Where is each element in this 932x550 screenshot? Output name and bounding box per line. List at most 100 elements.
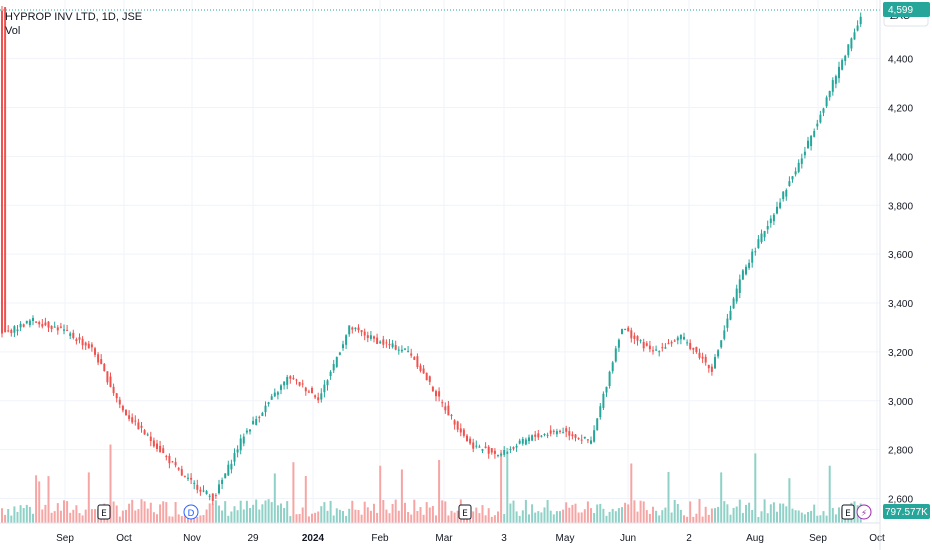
volume-bar — [283, 508, 286, 523]
candle-body — [813, 131, 816, 137]
volume-bar — [382, 500, 385, 523]
earnings-marker[interactable] — [97, 504, 111, 520]
volume-bar — [171, 516, 174, 523]
volume-bar — [335, 508, 338, 523]
volume-bar — [769, 504, 772, 523]
volume-bar — [819, 515, 822, 523]
candle-body — [856, 25, 859, 31]
volume-bar — [400, 469, 403, 523]
volume-bar — [59, 510, 62, 523]
earnings-marker[interactable] — [458, 504, 472, 520]
volume-bar — [506, 447, 509, 523]
candle-body — [785, 190, 788, 197]
candle-body — [450, 414, 453, 416]
candle-body — [748, 262, 751, 268]
candle-body — [50, 325, 53, 329]
candle-body — [506, 452, 509, 454]
volume-bar — [38, 481, 41, 523]
candle-body — [317, 397, 320, 401]
volume-bar — [472, 511, 475, 523]
volume-bar — [376, 512, 379, 523]
price-tick-label: 3,800 — [888, 201, 913, 212]
candle-body — [772, 214, 775, 222]
candle-body — [456, 421, 459, 430]
candle-body — [221, 479, 224, 484]
dividend-marker[interactable] — [183, 504, 199, 520]
candle-body — [162, 448, 165, 453]
volume-bar — [500, 450, 503, 523]
volume-bar — [311, 513, 313, 523]
volume-bar — [822, 511, 825, 523]
volume-bar — [149, 502, 152, 523]
volume-bar — [788, 478, 791, 523]
volume-bar — [726, 504, 729, 523]
candle-body — [614, 348, 617, 362]
candle-body — [779, 202, 782, 208]
candle-body — [692, 348, 695, 350]
volume-bar — [329, 500, 332, 523]
candle-body — [311, 388, 313, 393]
candle-body — [295, 379, 298, 381]
price-tick-label: 3,400 — [888, 299, 913, 310]
event-marker[interactable] — [856, 504, 872, 520]
candle-body — [379, 341, 382, 344]
volume-bar — [729, 514, 732, 523]
time-axis-label: Feb — [371, 533, 389, 544]
candle-body — [286, 377, 289, 385]
candle-body — [245, 430, 248, 433]
volume-bar — [4, 514, 7, 523]
candle-body — [648, 345, 651, 350]
volume-bar — [50, 512, 53, 523]
candle-body — [484, 446, 487, 448]
volume-bar — [571, 504, 574, 523]
volume-bar — [177, 514, 180, 523]
volume-bar — [630, 463, 633, 523]
candle-body — [834, 76, 837, 84]
symbol-title[interactable]: HYPROP INV LTD, 1D, JSE — [5, 11, 143, 23]
volume-bar — [152, 512, 155, 523]
candle-body — [273, 392, 276, 397]
last-volume-label: 797.577K — [885, 507, 928, 518]
volume-bar — [655, 510, 658, 523]
candle-body — [487, 446, 490, 454]
volume-bar — [782, 503, 785, 523]
volume-bar — [233, 506, 236, 523]
volume-bar — [360, 514, 363, 523]
candle-body — [642, 341, 645, 349]
volume-bar — [624, 502, 627, 523]
volume-bar — [109, 444, 112, 523]
volume-bar — [776, 511, 778, 523]
candle-body — [528, 437, 530, 442]
volume-bar — [146, 508, 149, 523]
candle-body — [769, 218, 772, 224]
volume-bar — [738, 499, 741, 523]
candle-body — [500, 454, 503, 456]
candle-body — [165, 456, 168, 458]
candle-body — [400, 349, 403, 352]
volume-bar — [25, 504, 28, 523]
earnings-marker[interactable] — [841, 504, 855, 520]
last-price-badge — [883, 2, 930, 18]
candle-body — [559, 430, 561, 432]
volume-bar — [757, 517, 760, 523]
volume-bar — [385, 509, 388, 523]
candle-body — [574, 434, 577, 438]
volume-bar — [745, 504, 747, 523]
candle-body — [69, 333, 72, 336]
candle-body — [193, 482, 196, 484]
volume-bar — [636, 511, 639, 523]
volume-bar — [580, 512, 583, 523]
candle-body — [472, 442, 475, 449]
volume-bar — [732, 507, 735, 523]
candle-body — [534, 434, 537, 437]
volume-bar — [156, 514, 158, 523]
candle-body — [723, 330, 726, 339]
volume-bar — [481, 505, 484, 523]
candle-body — [366, 335, 369, 338]
volume-bar — [524, 499, 527, 523]
candle-body — [695, 346, 698, 352]
candle-body — [125, 409, 127, 416]
candle-body — [413, 357, 416, 360]
